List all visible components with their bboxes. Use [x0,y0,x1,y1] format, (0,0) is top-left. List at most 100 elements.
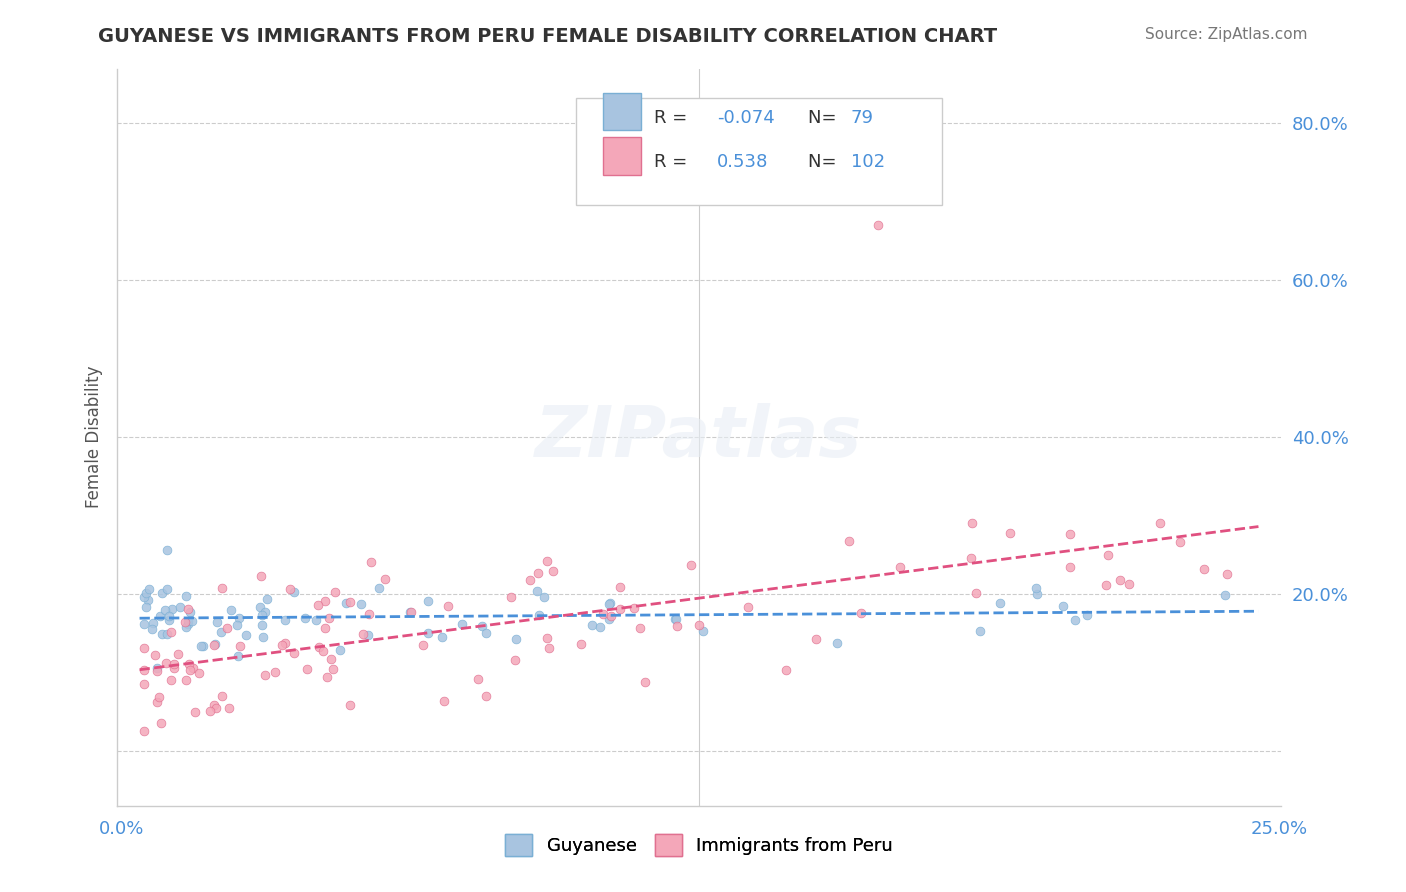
Point [207,615,229,629]
Point [599,596,621,610]
Point [519,573,541,587]
Point [142,616,165,631]
Point [679,558,702,572]
Point [209,624,232,639]
Point [1194,562,1216,576]
Point [1109,573,1132,587]
Point [271,638,294,652]
Point [204,637,226,651]
Point [688,618,710,632]
Point [177,617,200,632]
Point [159,613,181,627]
Point [132,663,155,677]
Point [174,589,197,603]
Point [273,636,295,650]
Point [538,641,561,656]
Point [526,584,548,599]
Point [254,605,277,619]
Point [1025,581,1047,595]
Point [399,606,422,620]
Point [177,614,200,628]
Point [1095,578,1118,592]
Point [357,627,380,641]
Point [179,664,201,678]
Point [181,661,204,675]
Point [339,594,361,608]
Point [179,605,201,619]
Point [998,525,1021,540]
Point [218,701,240,715]
Point [474,690,496,704]
Point [450,616,472,631]
Point [187,665,209,680]
Text: N=: N= [808,109,842,127]
Point [959,550,981,565]
Point [318,610,340,624]
Point [467,672,489,686]
Point [150,626,173,640]
Point [250,568,273,582]
Point [329,643,352,657]
Text: 79: 79 [851,109,873,127]
Point [666,619,689,633]
Point [804,632,827,646]
Point [294,611,316,625]
Point [536,554,558,568]
Point [163,661,186,675]
Point [211,582,233,596]
Point [221,602,243,616]
Point [527,566,550,580]
Point [174,620,197,634]
Point [250,607,273,622]
Point [322,662,344,676]
Text: R =: R = [654,153,693,171]
Point [628,621,651,635]
Point [609,580,631,594]
Point [138,582,160,596]
Point [536,631,558,645]
Point [1064,613,1087,627]
Point [202,698,225,712]
Point [969,624,991,638]
Point [132,640,155,655]
Point [156,627,179,641]
Point [134,616,156,631]
Point [155,656,177,670]
Point [274,613,297,627]
Point [228,639,250,653]
Point [191,639,214,653]
Point [132,723,155,738]
Text: 102: 102 [851,153,884,171]
Point [202,638,225,652]
Point [600,609,623,624]
Point [541,564,564,578]
Point [228,610,250,624]
Text: Source: ZipAtlas.com: Source: ZipAtlas.com [1144,27,1308,42]
Point [314,622,336,636]
Point [838,533,860,548]
Point [416,593,439,607]
Point [889,559,911,574]
Point [1076,608,1098,623]
Point [249,599,271,614]
Point [437,599,460,614]
Legend: Guyanese, Immigrants from Peru: Guyanese, Immigrants from Peru [498,827,900,863]
Point [141,622,163,636]
Text: 25.0%: 25.0% [1250,821,1308,838]
Point [323,584,346,599]
Point [150,586,173,600]
Point [235,628,257,642]
Point [418,626,440,640]
Point [250,617,273,632]
Point [1213,589,1236,603]
Point [335,596,357,610]
Point [278,582,301,597]
Point [849,606,872,620]
Point [598,597,620,611]
Point [190,639,212,653]
Point [321,652,343,666]
Point [217,621,239,635]
Point [350,597,373,611]
Point [132,590,155,604]
Text: 0.538: 0.538 [717,153,769,171]
